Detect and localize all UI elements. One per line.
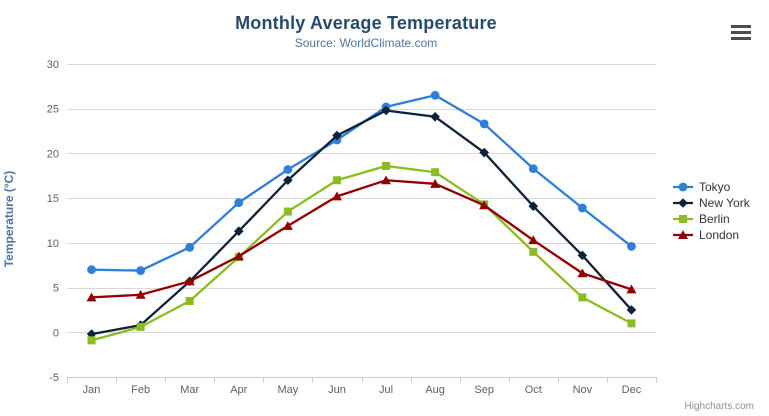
data-point-tokyo-Apr[interactable]	[234, 198, 244, 208]
x-axis-tick-label: May	[277, 384, 298, 396]
y-axis-tick-label: 5	[53, 283, 59, 295]
legend-item-label: Berlin	[699, 212, 730, 226]
legend-item-london[interactable]: London	[672, 227, 750, 243]
x-axis-tick-label: Jul	[379, 384, 393, 396]
series-tokyo	[87, 90, 636, 275]
triangle-legend-marker[interactable]	[678, 230, 688, 239]
data-point-london-Sep[interactable]	[479, 200, 490, 210]
data-point-london-Jul[interactable]	[381, 175, 392, 185]
y-axis-tick-label: 15	[47, 193, 59, 205]
series-line	[90, 179, 633, 299]
data-point-tokyo-Mar[interactable]	[185, 242, 195, 252]
data-point-berlin-Oct[interactable]	[529, 247, 538, 256]
data-point-new-york-Oct[interactable]	[528, 201, 539, 211]
data-point-london-Oct[interactable]	[528, 235, 539, 245]
legend-item-label: London	[699, 228, 740, 242]
data-point-london-Apr[interactable]	[233, 251, 244, 261]
y-axis-tick-label: -5	[49, 372, 59, 384]
circle-legend-marker-icon	[673, 182, 693, 192]
data-point-berlin-Mar[interactable]	[185, 296, 194, 305]
diamond-legend-marker-icon	[673, 198, 693, 208]
x-axis-tick-label: Sep	[474, 384, 494, 396]
hamburger-menu-icon	[731, 24, 751, 40]
y-axis-tick-label: 0	[53, 327, 59, 339]
x-axis-tick-label: Dec	[622, 384, 642, 396]
x-axis-tick-label: Jan	[83, 384, 101, 396]
circle-legend-marker[interactable]	[678, 182, 688, 192]
legend-item-tokyo[interactable]: Tokyo	[672, 179, 750, 195]
legend-item-berlin[interactable]: Berlin	[672, 211, 750, 227]
context-menu-button[interactable]	[729, 22, 753, 42]
data-point-tokyo-Sep[interactable]	[479, 119, 489, 129]
x-axis-tick-label: Aug	[425, 384, 445, 396]
square-legend-marker-icon	[673, 215, 693, 223]
data-point-london-Jun[interactable]	[331, 191, 342, 201]
triangle-legend-marker-icon	[673, 230, 693, 239]
data-point-tokyo-May[interactable]	[283, 165, 293, 174]
x-axis-tick-label: Mar	[180, 384, 199, 396]
x-axis-tick-label: Jun	[328, 384, 346, 396]
x-axis-tick-label: Apr	[230, 384, 247, 396]
chart-title: Monthly Average Temperature	[235, 13, 497, 33]
data-point-new-york-Jun[interactable]	[332, 130, 342, 141]
data-point-london-Feb[interactable]	[135, 289, 146, 299]
diamond-legend-marker[interactable]	[678, 198, 688, 208]
data-point-berlin-May[interactable]	[283, 207, 292, 216]
x-axis-tick-label: Feb	[131, 384, 150, 396]
x-axis-tick-label: Oct	[525, 384, 542, 396]
data-point-berlin-Jul[interactable]	[382, 161, 391, 170]
data-point-berlin-Jan[interactable]	[87, 336, 96, 345]
data-point-berlin-Dec[interactable]	[627, 319, 636, 328]
legend-item-label: Tokyo	[699, 180, 731, 194]
data-point-new-york-Jul[interactable]	[381, 105, 391, 116]
data-point-berlin-Jun[interactable]	[332, 176, 341, 185]
data-point-london-May[interactable]	[282, 221, 293, 230]
legend-item-label: New York	[699, 196, 750, 210]
data-point-new-york-Aug[interactable]	[430, 111, 440, 122]
y-axis-tick-label: 25	[47, 104, 59, 116]
y-axis-title: Temperature (°C)	[2, 170, 16, 268]
data-point-tokyo-Oct[interactable]	[528, 164, 538, 174]
data-point-tokyo-Dec[interactable]	[627, 242, 636, 251]
series-line	[90, 94, 633, 272]
data-point-tokyo-Feb[interactable]	[136, 266, 146, 275]
square-legend-marker[interactable]	[679, 215, 687, 223]
data-point-berlin-Nov[interactable]	[578, 293, 587, 302]
series-line	[90, 109, 633, 336]
data-point-london-Jan[interactable]	[86, 292, 97, 302]
data-point-london-Mar[interactable]	[184, 276, 195, 286]
data-point-new-york-May[interactable]	[283, 175, 293, 186]
series-line	[90, 164, 633, 342]
highcharts-credits-link[interactable]: Highcharts.com	[684, 401, 754, 412]
series-new-york	[86, 105, 637, 339]
data-point-tokyo-Nov[interactable]	[577, 203, 587, 213]
data-point-new-york-Dec[interactable]	[626, 305, 637, 315]
data-point-berlin-Aug[interactable]	[431, 168, 440, 177]
y-axis-tick-label: 10	[47, 238, 59, 250]
data-point-london-Dec[interactable]	[626, 284, 637, 294]
data-point-new-york-Sep[interactable]	[479, 147, 490, 158]
chart-subtitle: Source: WorldClimate.com	[294, 36, 438, 50]
data-point-berlin-Feb[interactable]	[136, 322, 145, 331]
legend-item-new-york[interactable]: New York	[672, 195, 750, 211]
x-axis-tick-label: Nov	[573, 384, 593, 396]
data-point-tokyo-Aug[interactable]	[430, 90, 440, 100]
y-axis-tick-label: 30	[47, 59, 59, 71]
data-point-london-Aug[interactable]	[430, 179, 441, 188]
data-point-new-york-Apr[interactable]	[233, 226, 244, 237]
data-point-new-york-Jan[interactable]	[86, 329, 97, 339]
data-point-london-Nov[interactable]	[577, 268, 588, 278]
data-point-new-york-Nov[interactable]	[577, 250, 588, 261]
y-axis-tick-label: 20	[47, 148, 59, 160]
legend: Tokyo New York Berlin London	[672, 179, 750, 243]
data-point-tokyo-Jan[interactable]	[87, 265, 96, 275]
series-london	[86, 175, 637, 302]
